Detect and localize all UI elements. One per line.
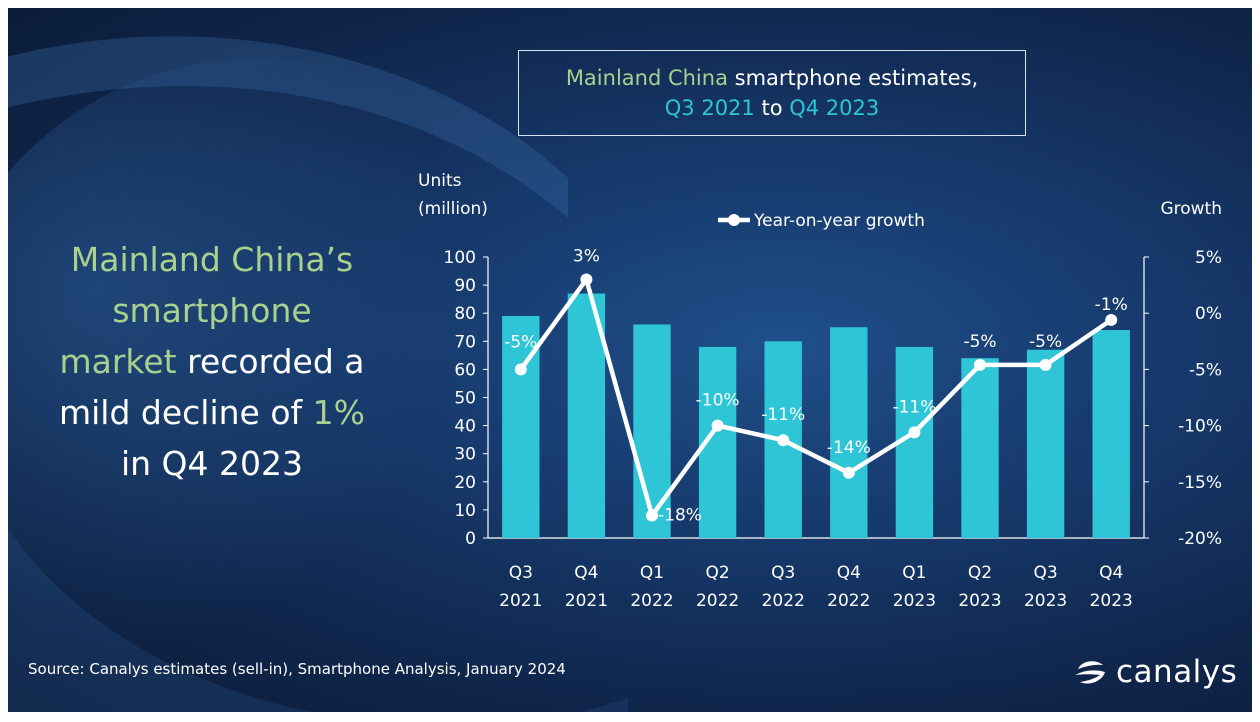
growth-point [974,358,986,371]
x-tick-label-year: 2022 [827,591,870,611]
headline-market: market [59,342,177,381]
canalys-logo: canalys [1072,652,1237,692]
growth-point [777,434,790,447]
left-tick-label: 90 [454,276,476,296]
chart-title-box: Mainland China smartphone estimates, Q3 … [518,50,1026,136]
left-tick-label: 40 [454,417,476,437]
headline-line-3: market recorded a [32,336,392,387]
right-tick-label: -10% [1178,417,1222,437]
growth-point [711,419,724,432]
x-tick-label-year: 2022 [762,591,805,611]
bar [633,324,671,538]
left-tick-label: 30 [454,445,476,465]
bar [961,358,999,538]
headline-recorded: recorded a [176,342,365,381]
left-tick-label: 0 [465,529,476,549]
bar [1026,349,1065,538]
x-tick-label-year: 2022 [630,591,673,611]
x-tick-label-quarter: Q2 [705,563,729,583]
growth-data-label: -11% [761,405,805,425]
logo-text: canalys [1116,654,1238,690]
x-tick-label-quarter: Q4 [574,563,598,583]
growth-data-label: -14% [827,438,871,458]
title-part-to: to [754,96,790,120]
x-tick-label-quarter: Q3 [771,563,795,583]
legend-label: Year-on-year growth [753,211,925,231]
x-tick-label-year: 2023 [893,591,936,611]
chart: 0 10 20 30 40 50 60 70 80 90 100 -20% -15% -10% -5% 0% 5… [418,171,1222,611]
left-tick-label: 50 [454,389,476,409]
growth-point [580,273,593,286]
growth-line [518,277,1113,518]
x-tick-label-quarter: Q1 [902,563,926,583]
left-tick-label: 20 [454,473,476,493]
x-tick-label-year: 2022 [696,591,739,611]
growth-point [1105,313,1118,326]
title-part-subject: smartphone estimates, [727,66,979,90]
background-curves [8,36,628,712]
x-tick-label-quarter: Q4 [1099,563,1123,583]
canalys-logo-icon [1075,661,1105,684]
bar [830,327,868,538]
growth-data-label: -11% [892,397,936,417]
left-tick-label: 70 [454,332,476,352]
left-axis-title-line-1: Units [418,171,462,191]
x-tick-label-quarter: Q3 [509,563,533,583]
x-tick-label-year: 2023 [958,591,1001,611]
right-axis-title: Growth [1160,199,1222,219]
title-part-region: Mainland China [565,66,728,90]
headline-percent: 1% [312,393,365,432]
x-tick-label-year: 2021 [499,591,542,611]
x-tick-label-quarter: Q2 [968,563,992,583]
x-tick-label-quarter: Q3 [1033,563,1057,583]
growth-point [842,466,855,479]
left-tick-label: 10 [454,501,476,521]
headline-line-5: in Q4 2023 [120,444,303,483]
x-tick-label-year: 2023 [1090,591,1133,611]
bar [1092,330,1130,538]
right-tick-label: -15% [1178,473,1222,493]
growth-data-label: 3% [573,246,600,266]
growth-data-label: -5% [504,332,537,352]
headline: Mainland China’s smartphone market recor… [32,234,392,489]
growth-data-label: -10% [696,391,740,411]
growth-data-label: -1% [1095,295,1128,315]
x-tick-label-year: 2021 [565,591,608,611]
title-part-start: Q3 2021 [664,96,755,120]
right-tick-label: -5% [1189,360,1222,380]
x-tick-label-quarter: Q4 [837,563,861,583]
growth-point [908,426,921,439]
headline-decline: mild decline of [58,393,313,432]
right-tick-label: 5% [1195,248,1222,268]
left-axis-title-line-2: (million) [418,199,488,219]
right-tick-label: -20% [1178,529,1222,549]
title-part-end: Q4 2023 [789,96,880,120]
growth-point [514,363,527,376]
growth-data-label: -5% [963,332,996,352]
source-note: Source: Canalys estimates (sell-in), Sma… [28,660,566,678]
left-tick-label: 100 [444,248,476,268]
growth-point [1039,358,1052,371]
left-tick-label: 60 [454,360,476,380]
bar [567,293,606,538]
headline-line-1: Mainland China’s [70,240,354,279]
legend-point-swatch [728,214,740,226]
headline-line-4: mild decline of 1% [32,387,392,438]
slide: Mainland China smartphone estimates, Q3 … [8,8,1252,712]
growth-point [646,509,658,522]
left-tick-label: 80 [454,304,476,324]
growth-data-label: -18% [658,506,702,526]
x-tick-label-quarter: Q1 [640,563,664,583]
growth-data-label: -5% [1029,332,1062,352]
headline-line-2: smartphone [112,291,312,330]
right-tick-label: 0% [1195,304,1222,324]
x-tick-label-year: 2023 [1024,591,1067,611]
